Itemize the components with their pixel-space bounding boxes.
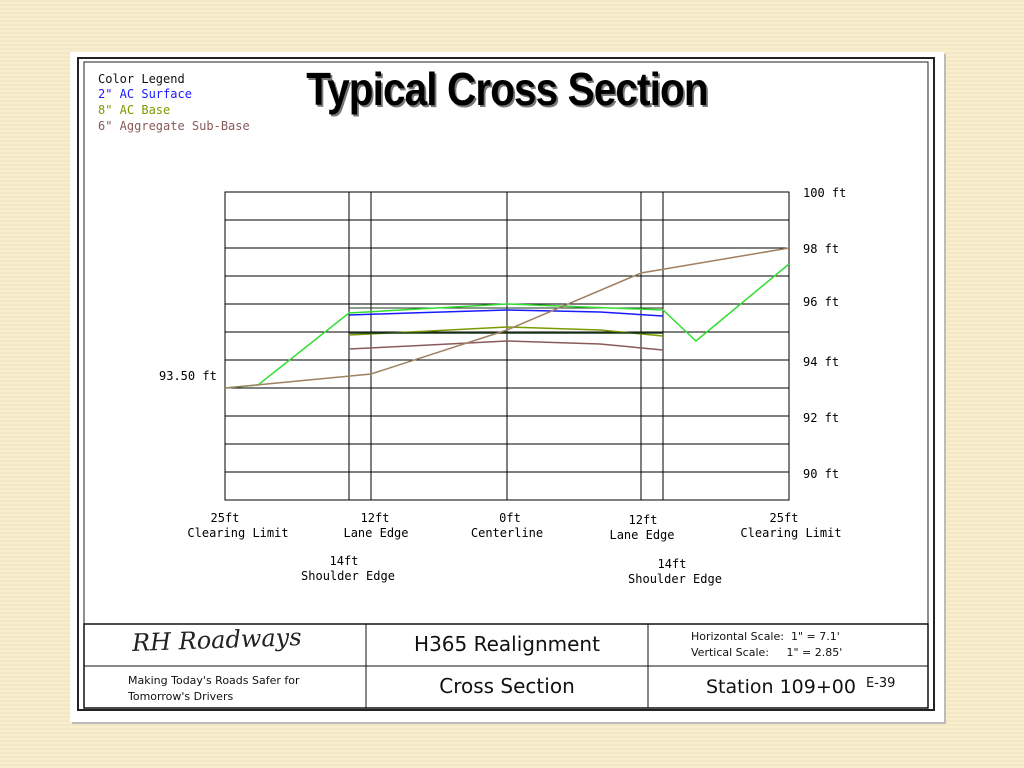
existing-ground-line: [224, 247, 790, 389]
elevation-label-100: 100 ft: [803, 186, 846, 200]
offset-label-left-lane-desc: Lane Edge: [343, 526, 408, 540]
company-tagline-line2: Tomorrow's Drivers: [128, 690, 234, 703]
legend-title: Color Legend: [98, 72, 185, 86]
elevation-label-98: 98 ft: [803, 242, 839, 256]
sheet-frame-inner: [83, 61, 929, 709]
elevation-label-90: 90 ft: [803, 467, 839, 481]
elevation-label-94: 94 ft: [803, 355, 839, 369]
offset-label-right-lane-desc: Lane Edge: [609, 528, 674, 542]
sub-base-line: [348, 340, 664, 351]
shoulder-label-right-desc: Shoulder Edge: [628, 572, 722, 586]
sheet-frame-outer: [77, 57, 935, 711]
cross-section-grid: [224, 191, 790, 501]
offset-label-left-clearing-desc: Clearing Limit: [187, 526, 288, 540]
ground-elevation-label: 93.50 ft: [159, 369, 217, 383]
cross-section-drawing: Color Legend 2" AC Surface 8" AC Base 6"…: [77, 57, 935, 711]
company-tagline-line1: Making Today's Roads Safer for: [128, 674, 300, 687]
vertical-scale: Vertical Scale: 1" = 2.85': [691, 646, 843, 659]
station-number: Station 109+00: [706, 676, 856, 698]
ac-surface-line: [348, 309, 664, 317]
offset-label-right-clearing-desc: Clearing Limit: [740, 526, 841, 540]
sheet-number: E-39: [866, 676, 896, 691]
legend-item-ac-surface: 2" AC Surface: [98, 87, 192, 101]
offset-label-centerline: 0ft: [499, 511, 521, 525]
drawing-name: Cross Section: [439, 674, 575, 698]
offset-label-right-clearing: 25ft: [770, 511, 799, 525]
title-block: [83, 623, 929, 709]
company-logo-text: RH Roadways: [131, 623, 302, 657]
legend-item-ac-base: 8" AC Base: [98, 103, 170, 117]
shoulder-label-right: 14ft: [658, 557, 687, 571]
offset-label-right-lane: 12ft: [629, 513, 658, 527]
offset-label-left-lane: 12ft: [361, 511, 390, 525]
drawing-sheet: Color Legend 2" AC Surface 8" AC Base 6"…: [70, 52, 944, 722]
shoulder-label-left-desc: Shoulder Edge: [301, 569, 395, 583]
offset-label-centerline-desc: Centerline: [471, 526, 543, 540]
elevation-label-92: 92 ft: [803, 411, 839, 425]
shoulder-label-left: 14ft: [330, 554, 359, 568]
legend-item-sub-base: 6" Aggregate Sub-Base: [98, 119, 250, 133]
project-name: H365 Realignment: [414, 632, 600, 656]
elevation-label-96: 96 ft: [803, 295, 839, 309]
offset-label-left-clearing: 25ft: [211, 511, 240, 525]
slide-title: Typical Cross Section: [306, 63, 708, 115]
horizontal-scale: Horizontal Scale: 1" = 7.1': [691, 630, 840, 643]
